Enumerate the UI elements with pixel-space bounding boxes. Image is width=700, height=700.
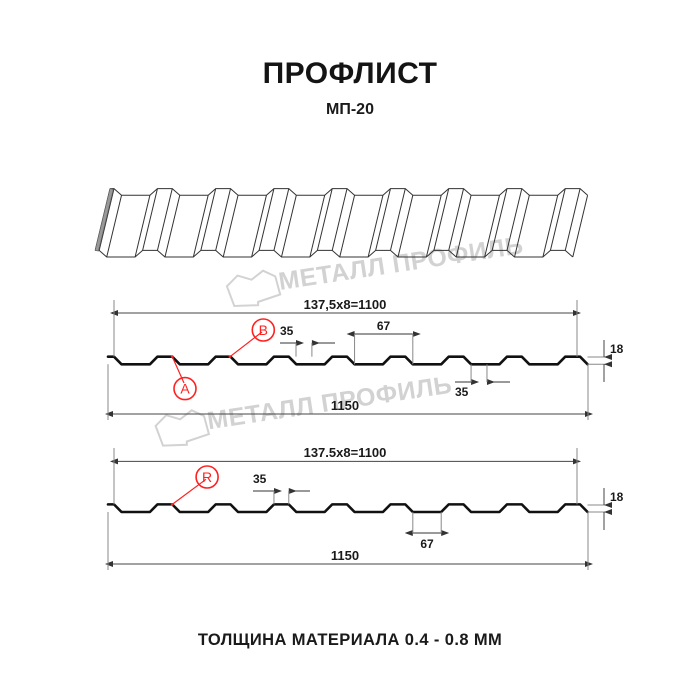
- svg-text:35: 35: [280, 324, 294, 338]
- svg-text:18: 18: [610, 342, 624, 356]
- svg-text:35: 35: [253, 472, 267, 486]
- svg-text:67: 67: [377, 319, 391, 333]
- svg-text:67: 67: [420, 537, 434, 551]
- svg-text:1150: 1150: [331, 398, 359, 413]
- svg-text:18: 18: [610, 490, 624, 504]
- svg-text:A: A: [180, 381, 190, 397]
- svg-text:35: 35: [455, 385, 469, 399]
- svg-text:1150: 1150: [331, 548, 359, 563]
- svg-text:R: R: [202, 469, 212, 485]
- svg-text:137,5x8=1100: 137,5x8=1100: [304, 297, 387, 312]
- svg-text:137.5x8=1100: 137.5x8=1100: [304, 445, 387, 460]
- svg-text:МЕТАЛЛ ПРОФИЛЬ: МЕТАЛЛ ПРОФИЛЬ: [205, 371, 454, 436]
- svg-text:B: B: [259, 322, 268, 338]
